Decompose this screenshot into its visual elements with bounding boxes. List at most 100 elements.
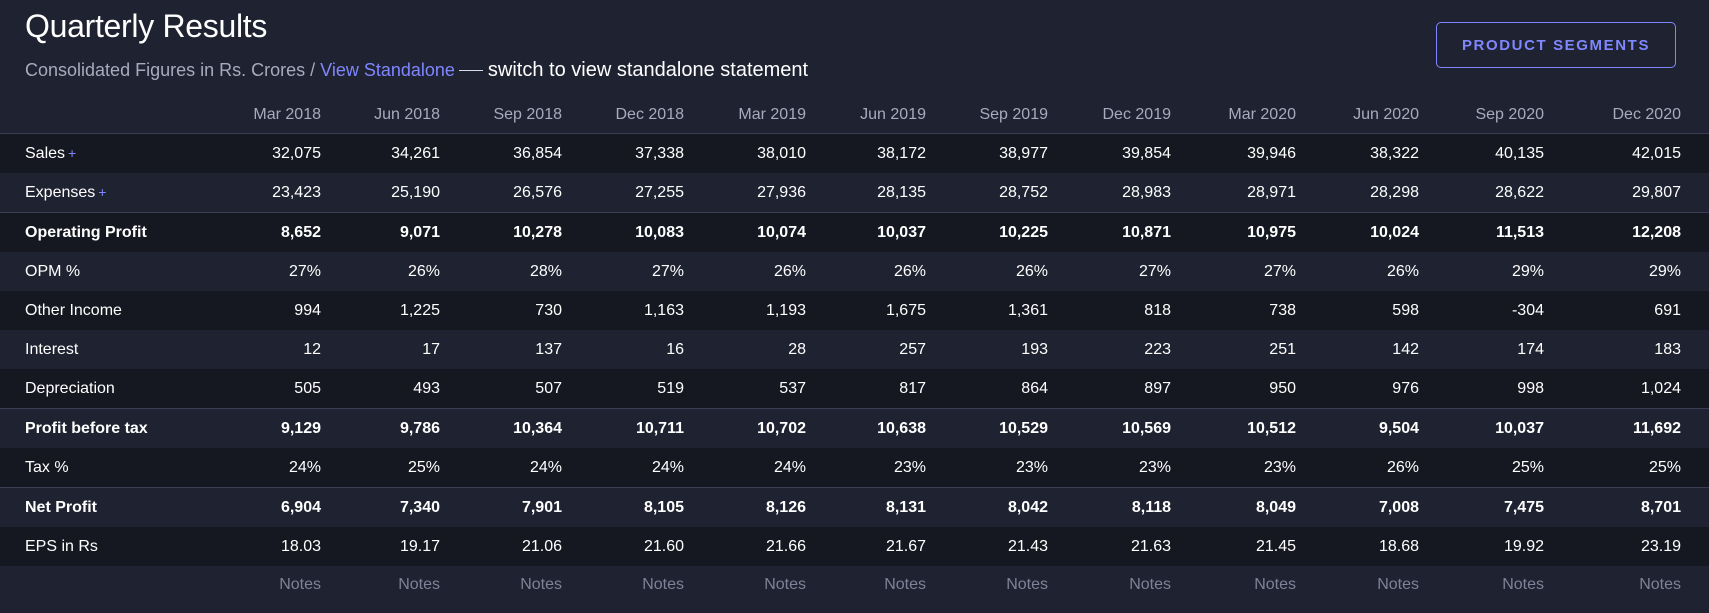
row-label-cell[interactable]: Sales + (0, 134, 205, 174)
value-cell: 738 (1269, 301, 1296, 319)
value-cell: 25% (1648, 458, 1681, 476)
value-cell: 28,971 (1247, 183, 1296, 201)
value-cell: 10,037 (1422, 408, 1547, 448)
value-cell: 507 (535, 379, 562, 397)
value-cell: -304 (1511, 301, 1544, 319)
row-label-cell: Other Income (0, 291, 205, 330)
row-label: Operating Profit (25, 223, 147, 241)
value-cell: 9,129 (205, 408, 324, 448)
notes-link[interactable]: Notes (520, 576, 562, 593)
value-cell: 21.45 (1255, 537, 1296, 555)
expand-plus-icon[interactable]: + (68, 144, 77, 161)
expand-plus-icon[interactable]: + (98, 183, 107, 200)
notes-link[interactable]: Notes (398, 576, 440, 593)
notes-link[interactable]: Notes (1377, 576, 1419, 593)
notes-cell: Notes (565, 566, 687, 604)
row-label-cell: Operating Profit (0, 212, 205, 252)
value-cell: 10,364 (443, 408, 565, 448)
value-cell: 23% (1138, 458, 1171, 476)
value-cell: 38,977 (999, 144, 1048, 162)
value-cell: 10,512 (1174, 408, 1299, 448)
value-cell: 23% (1263, 458, 1296, 476)
notes-link[interactable]: Notes (764, 576, 806, 593)
row-label-cell: EPS in Rs (0, 527, 205, 566)
value-cell: 42,015 (1632, 144, 1681, 162)
value-cell: 40,135 (1495, 144, 1544, 162)
value-cell: 9,786 (324, 408, 443, 448)
value-cell: 10,975 (1174, 212, 1299, 252)
value-cell: 7,008 (1299, 487, 1422, 527)
value-cell: 818 (1144, 301, 1171, 319)
row-label-cell: Profit before tax (0, 408, 205, 448)
row-label: Other Income (25, 301, 122, 319)
value-cell: 27,255 (635, 183, 684, 201)
row-label-cell[interactable]: Expenses + (0, 173, 205, 213)
column-header: Jun 2020 (1299, 97, 1422, 134)
value-cell: 10,702 (687, 408, 809, 448)
value-cell: 10,278 (443, 212, 565, 252)
subtitle-separator: / (305, 60, 321, 80)
notes-cell: Notes (687, 566, 809, 604)
value-cell: 10,024 (1299, 212, 1422, 252)
notes-link[interactable]: Notes (1254, 576, 1296, 593)
value-cell: 493 (413, 379, 440, 397)
annotation-text: switch to view standalone statement (487, 59, 809, 81)
product-segments-button[interactable]: PRODUCT SEGMENTS (1436, 22, 1676, 68)
table-row: Operating Profit 8,652 9,071 10,278 10,083 10… (0, 212, 1709, 252)
notes-cell: Notes (1547, 566, 1709, 604)
value-cell: 28,622 (1495, 183, 1544, 201)
value-cell: 730 (535, 301, 562, 319)
value-cell: 26% (773, 262, 806, 280)
column-header: Jun 2019 (809, 97, 929, 134)
notes-link[interactable]: Notes (279, 576, 321, 593)
value-cell: 976 (1392, 379, 1419, 397)
value-cell: 1,024 (1640, 379, 1681, 397)
row-label: Sales (25, 144, 66, 162)
value-cell: 36,854 (513, 144, 562, 162)
value-cell: 19.17 (399, 537, 440, 555)
row-label: EPS in Rs (25, 537, 98, 555)
value-cell: 25% (1511, 458, 1544, 476)
value-cell: 21.63 (1130, 537, 1171, 555)
value-cell: 1,675 (885, 301, 926, 319)
value-cell: 24% (773, 458, 806, 476)
row-label: Interest (25, 340, 79, 358)
notes-cell: Notes (1051, 566, 1174, 604)
value-cell: 10,083 (565, 212, 687, 252)
value-cell: 28% (529, 262, 562, 280)
value-cell: 32,075 (272, 144, 321, 162)
column-header: Dec 2020 (1547, 97, 1709, 134)
notes-link[interactable]: Notes (1639, 576, 1681, 593)
value-cell: 26% (1386, 262, 1419, 280)
header-row: Mar 2018 Jun 2018 Sep 2018 Dec 2018 Mar 2019… (0, 97, 1709, 134)
value-cell: 12,208 (1547, 212, 1709, 252)
notes-link[interactable]: Notes (1502, 576, 1544, 593)
subtitle-text: Consolidated Figures in Rs. Crores (25, 60, 306, 80)
value-cell: 257 (899, 340, 926, 358)
value-cell: 24% (651, 458, 684, 476)
row-label: OPM % (25, 262, 81, 280)
table-row: Profit before tax 9,129 9,786 10,364 10,711 1… (0, 408, 1709, 448)
value-cell: 26% (1015, 262, 1048, 280)
view-standalone-link[interactable]: View Standalone (320, 60, 455, 80)
value-cell: 174 (1517, 340, 1544, 358)
value-cell: 26% (1386, 458, 1419, 476)
value-cell: 183 (1654, 340, 1681, 358)
notes-cell: Notes (205, 566, 324, 604)
page-header: Quarterly Results Consolidated Figures i… (0, 0, 1709, 97)
notes-cell: Notes (324, 566, 443, 604)
notes-link[interactable]: Notes (884, 576, 926, 593)
row-label-cell: Interest (0, 330, 205, 369)
label-header (0, 97, 205, 134)
value-cell: 34,261 (391, 144, 440, 162)
row-label: Profit before tax (25, 419, 148, 437)
notes-link[interactable]: Notes (1129, 576, 1171, 593)
table-row: Tax % 24% 25% 24% 24% 24% 23% 23% 23% 23% 26% 25% 25… (0, 448, 1709, 488)
value-cell: 12 (303, 340, 321, 358)
notes-link[interactable]: Notes (642, 576, 684, 593)
notes-link[interactable]: Notes (1006, 576, 1048, 593)
value-cell: 10,569 (1051, 408, 1174, 448)
table-row: Net Profit 6,904 7,340 7,901 8,105 8,126 8,131… (0, 487, 1709, 527)
column-header: Jun 2018 (324, 97, 443, 134)
value-cell: 817 (899, 379, 926, 397)
